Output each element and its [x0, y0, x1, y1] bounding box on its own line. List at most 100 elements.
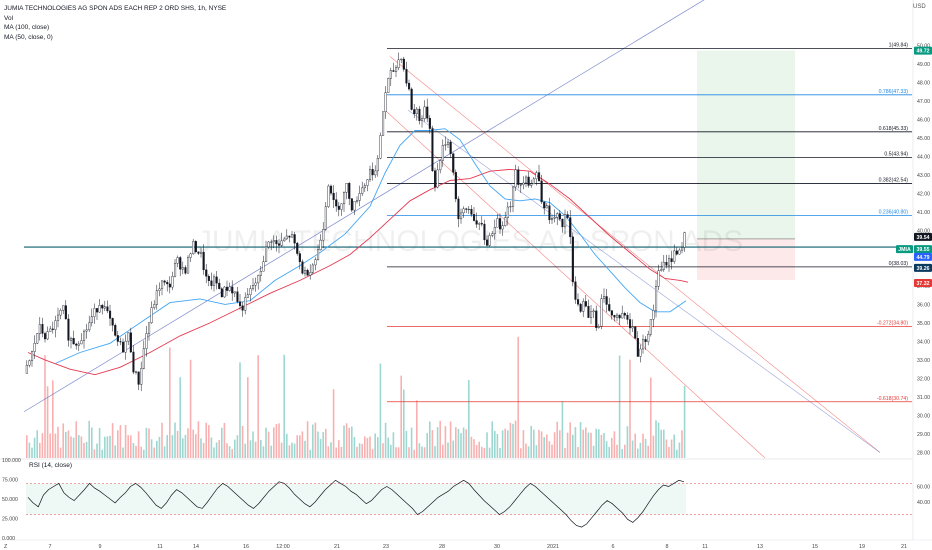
volume-bar	[595, 428, 597, 458]
candle-body	[103, 306, 106, 309]
candle-body	[642, 339, 645, 350]
time-tick: 23	[383, 544, 389, 550]
fib-label: -0.618(30.74)	[877, 396, 908, 402]
volume-bar	[504, 428, 506, 458]
candle-body	[415, 108, 418, 115]
volume-bar	[548, 441, 551, 458]
time-tick: 30	[494, 544, 500, 550]
volume-bar	[553, 432, 556, 458]
volume-bar	[187, 428, 189, 458]
volume-bar	[338, 440, 340, 458]
ma100-legend[interactable]: MA (100, close)	[4, 24, 50, 32]
volume-bar	[676, 449, 678, 458]
volume-bar	[491, 421, 493, 458]
volume-bar	[85, 441, 88, 458]
candle-body	[317, 249, 320, 260]
candle-body	[647, 334, 650, 342]
candle-body	[644, 339, 647, 342]
candle-body	[395, 67, 398, 72]
price-tick: 33.00	[917, 358, 930, 364]
volume-bar	[418, 443, 421, 458]
candle-body	[186, 257, 190, 274]
candle-body	[160, 280, 164, 290]
volume-legend[interactable]: Vol	[4, 14, 14, 22]
candle-body	[145, 333, 148, 349]
volume-bar	[312, 424, 314, 458]
candle-body	[166, 282, 169, 285]
candle-body	[184, 267, 187, 274]
candle-body	[548, 205, 551, 221]
candle-body	[82, 330, 86, 341]
volume-bar	[59, 447, 62, 458]
candle-body	[397, 59, 400, 68]
candle-body	[649, 319, 652, 335]
volume-bar	[423, 447, 426, 458]
volume-bar	[254, 441, 257, 458]
candle-body	[254, 282, 257, 286]
candle-body	[426, 106, 429, 119]
volume-bar	[382, 443, 384, 458]
candle-body	[369, 169, 372, 180]
price-axis[interactable]: 50.00 49.00 48.00 47.00 46.00 45.00 44.00 43.00…	[912, 0, 930, 540]
volume-bar	[205, 422, 207, 458]
time-axis[interactable]: 7 9 11 14 16 12:00 21 23 28 30 2021 6 8 11 13 15 19 21 Z	[0, 539, 932, 550]
volume-bar	[241, 425, 244, 458]
volume-bar	[369, 436, 371, 458]
volume-bar	[283, 354, 285, 458]
candle-body	[358, 193, 361, 201]
candle-body	[527, 176, 530, 186]
candle-body	[132, 351, 135, 373]
time-tick: 2021	[547, 544, 559, 550]
volume-bar	[566, 432, 569, 458]
volume-bar	[57, 426, 59, 458]
candle-body	[470, 208, 473, 215]
volume-bar	[488, 447, 491, 458]
time-tick: 6	[612, 544, 615, 550]
volume-bar	[512, 423, 514, 458]
candle-body	[197, 251, 200, 254]
candle-body	[236, 291, 239, 302]
volume-bar	[78, 435, 80, 458]
fib-label: 1(49.84)	[889, 42, 909, 48]
candle-body	[163, 280, 166, 283]
volume-bar	[564, 447, 566, 458]
time-tick: 15	[812, 544, 818, 550]
volume-bar	[642, 433, 644, 458]
volume-bar	[182, 438, 184, 458]
candle-body	[158, 288, 161, 291]
candle-body	[332, 192, 335, 200]
candle-body	[605, 296, 608, 305]
candle-body	[114, 325, 117, 336]
candle-body	[231, 286, 234, 294]
price-tick: 48.00	[917, 80, 930, 86]
price-tick: 50.00	[917, 43, 930, 49]
volume-bar	[361, 443, 363, 458]
candle-body	[582, 301, 585, 312]
candle-body	[683, 232, 686, 248]
rsi-legend[interactable]: RSI (14, close)	[29, 462, 72, 469]
price-tick: 28.00	[917, 450, 930, 456]
price-badge	[914, 46, 932, 55]
volume-bar	[189, 359, 192, 458]
volume-bar	[52, 380, 54, 458]
candle-body	[566, 214, 569, 218]
trendline-up	[23, 0, 705, 413]
candle-body	[626, 314, 629, 320]
volume-bar	[400, 375, 402, 458]
candle-body	[25, 365, 28, 374]
volume-bar	[41, 433, 44, 458]
volume-bar	[171, 435, 174, 458]
candle-body	[301, 261, 304, 274]
symbol-title[interactable]: JUMIA TECHNOLOGIES AG SPON ADS EACH REP …	[4, 5, 227, 12]
candlesticks[interactable]	[25, 52, 686, 392]
candle-body	[460, 212, 463, 220]
candle-body	[150, 307, 153, 323]
volume-bar	[260, 439, 262, 458]
candle-body	[67, 318, 70, 341]
volume-bar	[119, 425, 122, 458]
ma50-legend[interactable]: MA (50, close, 0)	[4, 33, 53, 41]
volume-bar	[543, 437, 545, 458]
volume-bar	[137, 431, 140, 458]
volume-bar	[249, 440, 252, 458]
